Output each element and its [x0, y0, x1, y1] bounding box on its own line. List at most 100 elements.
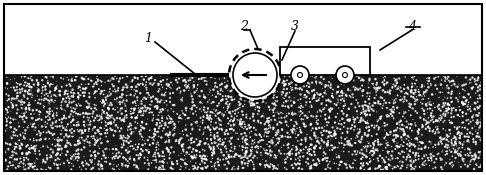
- Point: [231, 123, 239, 125]
- Point: [29, 123, 37, 126]
- Point: [69, 118, 77, 121]
- Point: [353, 134, 361, 137]
- Point: [159, 108, 167, 111]
- Point: [454, 99, 462, 101]
- Point: [156, 80, 164, 83]
- Point: [390, 83, 398, 86]
- Point: [3, 168, 11, 171]
- Point: [93, 83, 101, 86]
- Point: [163, 83, 171, 86]
- Point: [157, 80, 165, 83]
- Point: [369, 149, 377, 152]
- Point: [101, 160, 108, 163]
- Point: [325, 108, 333, 111]
- Point: [469, 127, 476, 130]
- Point: [119, 93, 126, 96]
- Point: [386, 89, 394, 92]
- Point: [163, 148, 171, 150]
- Point: [182, 162, 190, 165]
- Point: [270, 94, 278, 96]
- Point: [445, 135, 453, 138]
- Point: [257, 75, 264, 78]
- Point: [346, 119, 354, 122]
- Point: [358, 117, 365, 119]
- Point: [281, 121, 289, 124]
- Point: [149, 159, 157, 162]
- Point: [87, 120, 94, 123]
- Point: [337, 80, 345, 83]
- Point: [24, 162, 32, 165]
- Point: [237, 84, 244, 86]
- Point: [268, 139, 276, 142]
- Point: [400, 132, 408, 135]
- Point: [449, 79, 457, 82]
- Point: [326, 160, 333, 163]
- Point: [394, 157, 401, 160]
- Point: [278, 90, 286, 93]
- Point: [408, 86, 416, 89]
- Point: [433, 128, 441, 131]
- Point: [24, 82, 32, 85]
- Point: [200, 131, 208, 134]
- Point: [210, 108, 218, 111]
- Point: [319, 134, 327, 136]
- Point: [459, 143, 467, 146]
- Point: [154, 97, 162, 100]
- Point: [285, 106, 293, 109]
- Point: [200, 154, 208, 157]
- Point: [323, 124, 331, 127]
- Point: [439, 105, 447, 108]
- Point: [231, 145, 239, 148]
- Point: [473, 135, 481, 138]
- Point: [231, 147, 239, 150]
- Point: [424, 108, 432, 110]
- Point: [132, 143, 139, 146]
- Point: [207, 76, 215, 79]
- Point: [288, 104, 295, 107]
- Point: [312, 115, 320, 118]
- Point: [286, 153, 294, 156]
- Point: [123, 86, 131, 89]
- Point: [214, 135, 222, 138]
- Point: [259, 92, 266, 95]
- Point: [289, 144, 297, 147]
- Point: [226, 150, 234, 152]
- Point: [39, 145, 47, 148]
- Point: [36, 134, 44, 137]
- Point: [390, 102, 398, 105]
- Point: [407, 103, 415, 106]
- Point: [410, 92, 417, 95]
- Point: [239, 141, 246, 143]
- Point: [63, 84, 70, 87]
- Point: [13, 158, 21, 160]
- Point: [86, 150, 94, 152]
- Point: [472, 92, 480, 94]
- Point: [182, 163, 190, 165]
- Point: [226, 111, 233, 114]
- Point: [348, 126, 356, 129]
- Point: [153, 118, 160, 121]
- Point: [345, 144, 352, 146]
- Point: [416, 93, 424, 96]
- Point: [374, 100, 382, 103]
- Point: [295, 110, 303, 113]
- Point: [141, 142, 149, 145]
- Point: [396, 112, 403, 114]
- Point: [25, 164, 33, 167]
- Point: [438, 79, 446, 81]
- Point: [451, 140, 459, 143]
- Point: [383, 144, 391, 146]
- Point: [457, 165, 465, 168]
- Point: [249, 156, 257, 159]
- Point: [346, 120, 353, 123]
- Point: [379, 157, 386, 159]
- Point: [23, 81, 31, 84]
- Point: [187, 142, 195, 144]
- Point: [80, 164, 87, 167]
- Text: 2: 2: [240, 20, 248, 33]
- Point: [196, 125, 204, 128]
- Point: [275, 137, 282, 140]
- Point: [243, 93, 251, 96]
- Point: [350, 128, 358, 131]
- Point: [452, 150, 460, 153]
